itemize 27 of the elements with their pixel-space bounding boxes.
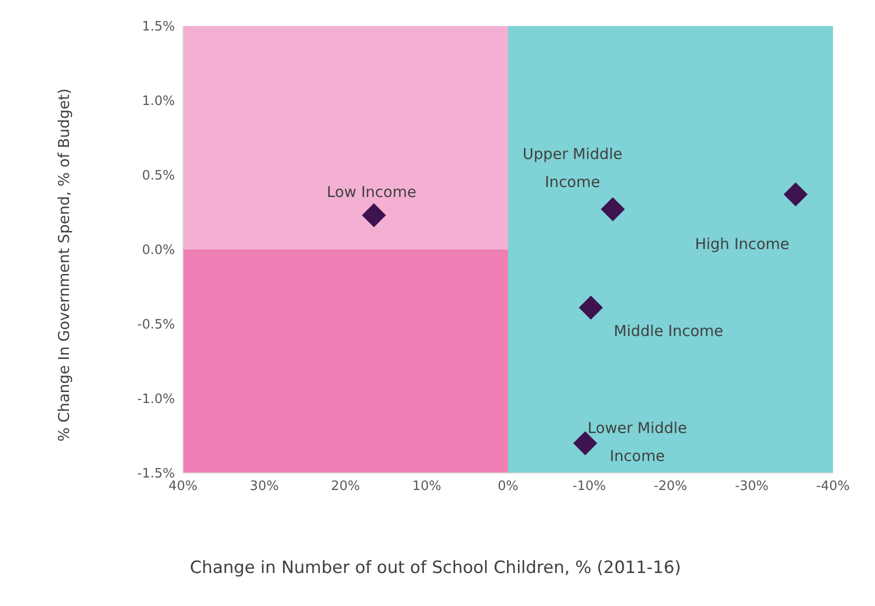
y-axis-title: % Change In Government Spend, % of Budget) [55,88,73,442]
y-tick-label: 0.0% [142,243,175,258]
y-tick-label: -0.5% [137,318,175,333]
point [600,197,625,222]
point [578,296,603,320]
y-tick-label: 1.5% [142,20,175,35]
annotation: Middle Income [614,320,724,342]
x-tick-label: -20% [654,479,688,494]
annotation: Upper Middle Income [522,144,622,193]
x-tick-label: -40% [816,479,850,494]
x-tick-label: 10% [412,479,442,494]
point [362,203,386,228]
annotation: Lower Middle Income [588,418,687,468]
y-tick-label: 0.5% [142,168,175,184]
x-tick-label: -10% [572,479,606,494]
annotation: High Income [694,234,790,255]
y-tick-label: 1.0% [142,94,175,110]
x-tick-label: 30% [250,479,279,494]
x-tick-label: 0% [498,479,518,494]
x-tick-label: -30% [734,479,769,494]
y-tick-label: -1.0% [137,392,175,408]
x-tick-label: 40% [168,479,198,494]
x-tick-label: 20% [331,479,360,494]
point [784,182,808,206]
x-axis-title: Change in Number of out of School Children, % (2011-16) [188,558,682,578]
annotation: Low Income [326,182,416,203]
y-tick-label: -1.5% [137,466,175,482]
